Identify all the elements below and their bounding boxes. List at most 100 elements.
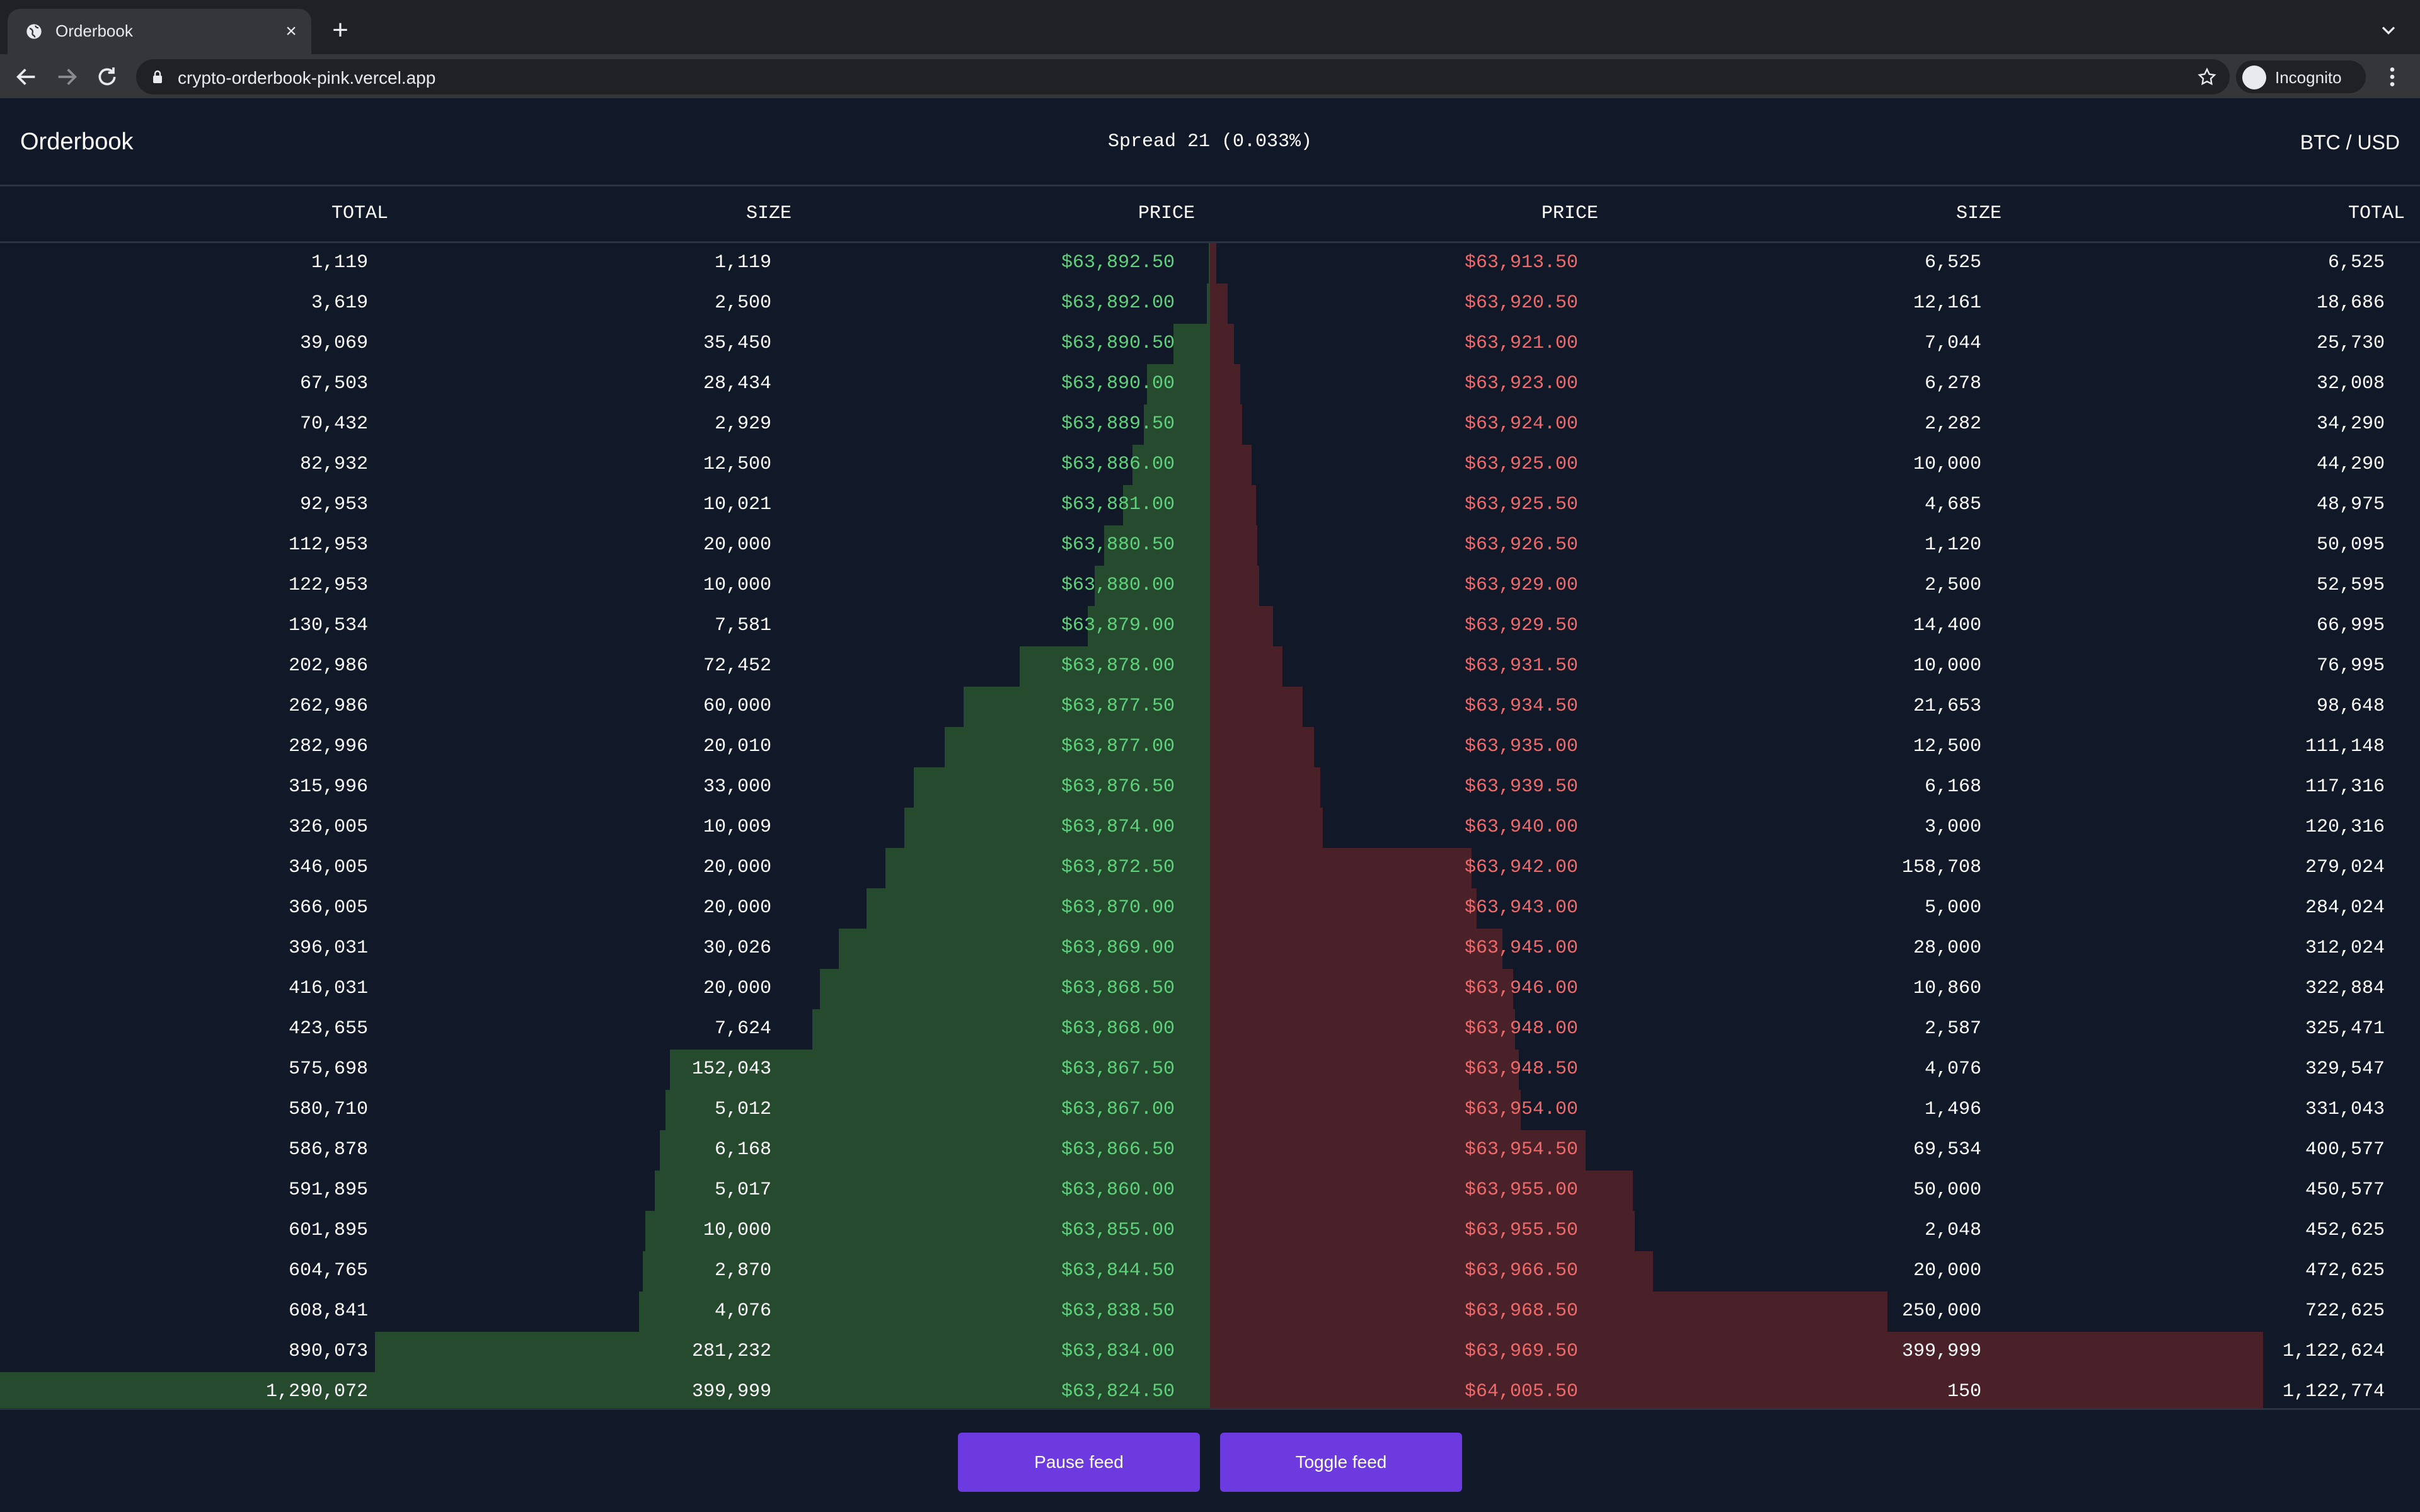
ask-row[interactable]: $63,929.00 2,500 52,595 xyxy=(1210,566,2420,606)
forward-arrow-icon[interactable] xyxy=(54,64,79,89)
bid-row[interactable]: 396,031 30,026 $63,869.00 xyxy=(0,929,1210,969)
bid-row[interactable]: 122,953 10,000 $63,880.00 xyxy=(0,566,1210,606)
ask-row[interactable]: $63,954.50 69,534 400,577 xyxy=(1210,1130,2420,1171)
ask-total-cell: 279,024 xyxy=(2305,857,2385,878)
ask-row[interactable]: $63,954.00 1,496 331,043 xyxy=(1210,1090,2420,1130)
ask-row[interactable]: $63,920.50 12,161 18,686 xyxy=(1210,284,2420,324)
bid-row[interactable]: 601,895 10,000 $63,855.00 xyxy=(0,1211,1210,1251)
bid-depth-bar xyxy=(655,1171,1210,1211)
ask-size-cell: 50,000 xyxy=(1913,1179,1981,1201)
bid-row[interactable]: 326,005 10,009 $63,874.00 xyxy=(0,808,1210,848)
ask-price-cell: $63,954.50 xyxy=(1464,1139,1578,1160)
bid-row[interactable]: 1,119 1,119 $63,892.50 xyxy=(0,243,1210,284)
toggle-feed-button[interactable]: Toggle feed xyxy=(1220,1433,1462,1492)
ask-row[interactable]: $63,939.50 6,168 117,316 xyxy=(1210,767,2420,808)
ask-row[interactable]: $63,946.00 10,860 322,884 xyxy=(1210,969,2420,1009)
ask-total-cell: 48,975 xyxy=(2316,494,2385,515)
bid-size-cell: 28,434 xyxy=(703,373,771,394)
ask-row[interactable]: $64,005.50 150 1,122,774 xyxy=(1210,1372,2420,1408)
ask-row[interactable]: $63,942.00 158,708 279,024 xyxy=(1210,848,2420,888)
ask-row[interactable]: $63,943.00 5,000 284,024 xyxy=(1210,888,2420,929)
bid-row[interactable]: 575,698 152,043 $63,867.50 xyxy=(0,1050,1210,1090)
bid-row[interactable]: 67,503 28,434 $63,890.00 xyxy=(0,364,1210,404)
bid-row[interactable]: 591,895 5,017 $63,860.00 xyxy=(0,1171,1210,1211)
ask-row[interactable]: $63,921.00 7,044 25,730 xyxy=(1210,324,2420,364)
more-menu-icon[interactable] xyxy=(2380,64,2405,89)
bid-row[interactable]: 262,986 60,000 $63,877.50 xyxy=(0,687,1210,727)
ask-row[interactable]: $63,929.50 14,400 66,995 xyxy=(1210,606,2420,646)
bid-row[interactable]: 202,986 72,452 $63,878.00 xyxy=(0,646,1210,687)
bid-price-cell: $63,877.50 xyxy=(1061,696,1175,717)
ask-row[interactable]: $63,940.00 3,000 120,316 xyxy=(1210,808,2420,848)
bid-row[interactable]: 282,996 20,010 $63,877.00 xyxy=(0,727,1210,767)
bookmark-star-icon[interactable] xyxy=(2197,67,2217,87)
bid-total-cell: 130,534 xyxy=(288,615,368,636)
ask-row[interactable]: $63,923.00 6,278 32,008 xyxy=(1210,364,2420,404)
ask-row[interactable]: $63,925.00 10,000 44,290 xyxy=(1210,445,2420,485)
bid-total-cell: 1,119 xyxy=(311,252,368,273)
bid-row[interactable]: 70,432 2,929 $63,889.50 xyxy=(0,404,1210,445)
ask-row[interactable]: $63,948.00 2,587 325,471 xyxy=(1210,1009,2420,1050)
bid-price-cell: $63,892.50 xyxy=(1061,252,1175,273)
bid-row[interactable]: 3,619 2,500 $63,892.00 xyxy=(0,284,1210,324)
bid-row[interactable]: 416,031 20,000 $63,868.50 xyxy=(0,969,1210,1009)
bid-total-cell: 202,986 xyxy=(288,655,368,677)
bid-row[interactable]: 1,290,072 399,999 $63,824.50 xyxy=(0,1372,1210,1408)
close-tab-icon[interactable]: × xyxy=(285,21,297,42)
bid-size-cell: 10,000 xyxy=(703,1220,771,1241)
bid-row[interactable]: 112,953 20,000 $63,880.50 xyxy=(0,525,1210,566)
ask-size-cell: 4,076 xyxy=(1924,1058,1981,1080)
ask-row[interactable]: $63,966.50 20,000 472,625 xyxy=(1210,1251,2420,1292)
new-tab-icon[interactable]: + xyxy=(332,14,349,45)
browser-tab[interactable]: Orderbook × xyxy=(8,9,311,54)
ask-depth-bar xyxy=(1210,364,1240,404)
ask-row[interactable]: $63,955.50 2,048 452,625 xyxy=(1210,1211,2420,1251)
bid-row[interactable]: 423,655 7,624 $63,868.00 xyxy=(0,1009,1210,1050)
url-text[interactable]: crypto-orderbook-pink.vercel.app xyxy=(178,68,436,88)
bid-row[interactable]: 39,069 35,450 $63,890.50 xyxy=(0,324,1210,364)
bid-row[interactable]: 130,534 7,581 $63,879.00 xyxy=(0,606,1210,646)
bid-row[interactable]: 366,005 20,000 $63,870.00 xyxy=(0,888,1210,929)
ask-row[interactable]: $63,924.00 2,282 34,290 xyxy=(1210,404,2420,445)
bid-row[interactable]: 82,932 12,500 $63,886.00 xyxy=(0,445,1210,485)
bid-row[interactable]: 92,953 10,021 $63,881.00 xyxy=(0,485,1210,525)
ask-total-cell: 452,625 xyxy=(2305,1220,2385,1241)
bid-row[interactable]: 315,996 33,000 $63,876.50 xyxy=(0,767,1210,808)
bid-row[interactable]: 608,841 4,076 $63,838.50 xyxy=(0,1292,1210,1332)
ask-row[interactable]: $63,934.50 21,653 98,648 xyxy=(1210,687,2420,727)
bid-row[interactable]: 586,878 6,168 $63,866.50 xyxy=(0,1130,1210,1171)
ask-row[interactable]: $63,925.50 4,685 48,975 xyxy=(1210,485,2420,525)
ask-row[interactable]: $63,969.50 399,999 1,122,624 xyxy=(1210,1332,2420,1372)
ask-row[interactable]: $63,955.00 50,000 450,577 xyxy=(1210,1171,2420,1211)
ask-row[interactable]: $63,945.00 28,000 312,024 xyxy=(1210,929,2420,969)
reload-icon[interactable] xyxy=(95,64,120,89)
bid-row[interactable]: 890,073 281,232 $63,834.00 xyxy=(0,1332,1210,1372)
back-arrow-icon[interactable] xyxy=(14,64,39,89)
ask-row[interactable]: $63,935.00 12,500 111,148 xyxy=(1210,727,2420,767)
bid-row[interactable]: 604,765 2,870 $63,844.50 xyxy=(0,1251,1210,1292)
ask-total-cell: 111,148 xyxy=(2305,736,2385,757)
bid-depth-bar xyxy=(1123,485,1210,525)
ask-row[interactable]: $63,926.50 1,120 50,095 xyxy=(1210,525,2420,566)
column-headers: TOTAL SIZE PRICE PRICE SIZE TOTAL xyxy=(0,186,2420,243)
ask-row[interactable]: $63,948.50 4,076 329,547 xyxy=(1210,1050,2420,1090)
lock-icon[interactable] xyxy=(151,69,164,84)
ask-row[interactable]: $63,968.50 250,000 722,625 xyxy=(1210,1292,2420,1332)
bid-size-cell: 60,000 xyxy=(703,696,771,717)
ask-row[interactable]: $63,931.50 10,000 76,995 xyxy=(1210,646,2420,687)
ask-total-cell: 312,024 xyxy=(2305,937,2385,959)
address-bar[interactable]: crypto-orderbook-pink.vercel.app xyxy=(136,59,2230,94)
ask-row[interactable]: $63,913.50 6,525 6,525 xyxy=(1210,243,2420,284)
pause-feed-button[interactable]: Pause feed xyxy=(958,1433,1200,1492)
incognito-badge[interactable]: Incognito xyxy=(2236,60,2366,93)
bid-price-cell: $63,874.00 xyxy=(1061,816,1175,838)
bid-depth-bar xyxy=(666,1090,1210,1130)
chevron-down-icon[interactable] xyxy=(2377,19,2400,42)
bid-row[interactable]: 580,710 5,012 $63,867.00 xyxy=(0,1090,1210,1130)
bids-panel: 1,119 1,119 $63,892.50 3,619 2,500 $63,892.00… xyxy=(0,243,1210,1408)
bid-size-cell: 281,232 xyxy=(691,1341,771,1362)
bid-depth-bar xyxy=(904,808,1210,848)
bid-depth-bar xyxy=(639,1292,1210,1332)
bid-row[interactable]: 346,005 20,000 $63,872.50 xyxy=(0,848,1210,888)
bid-price-cell: $63,890.50 xyxy=(1061,333,1175,354)
